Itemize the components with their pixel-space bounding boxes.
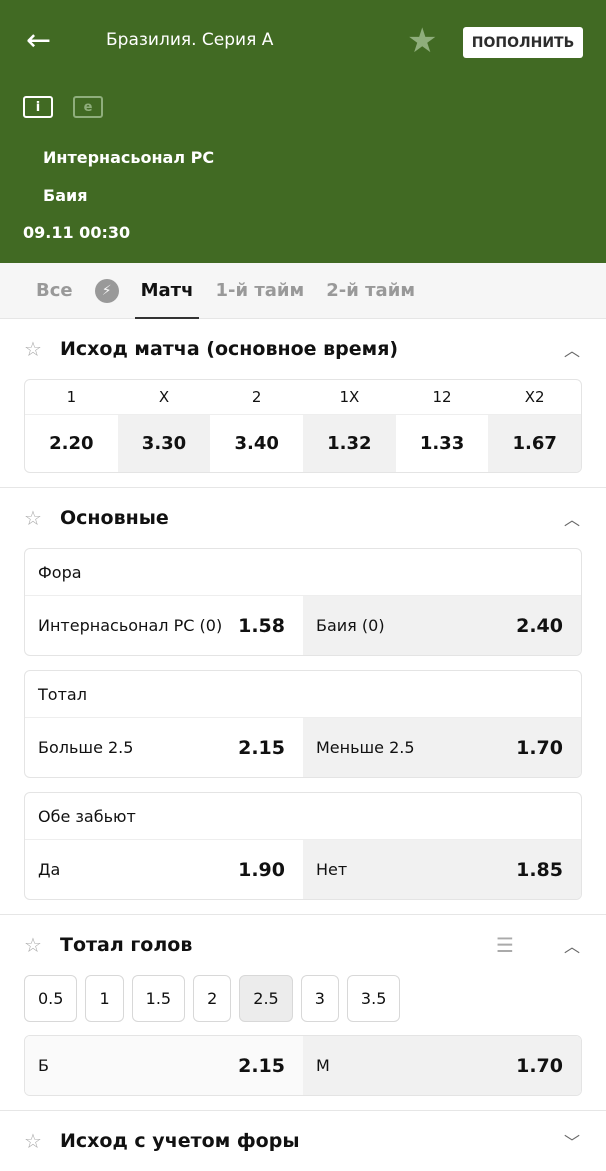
- market-card-handicap: Фора Интернасьонал РС (0) 1.58 Баия (0) 2.…: [24, 548, 582, 656]
- odd-value: 2.15: [238, 1054, 285, 1077]
- market-title: Тотал: [25, 671, 581, 718]
- line-chip[interactable]: 1: [85, 975, 124, 1022]
- tab-all[interactable]: Все: [36, 280, 73, 301]
- odd-label: Меньше 2.5: [316, 738, 415, 757]
- market-card-total: Тотал Больше 2.5 2.15 Меньше 2.5 1.70: [24, 670, 582, 778]
- odd-label: М: [316, 1056, 330, 1075]
- match-datetime: 09.11 00:30: [23, 223, 131, 242]
- chevron-up-icon[interactable]: ︿: [563, 510, 580, 529]
- total-line-selector: 0.5 1 1.5 2 2.5 3 3.5: [0, 975, 606, 1022]
- odd-label: Да: [38, 860, 61, 879]
- tab-first-half[interactable]: 1-й тайм: [215, 280, 305, 301]
- odd-button[interactable]: 3.40: [210, 414, 304, 472]
- odd-value: 1.70: [516, 1054, 563, 1077]
- league-title: Бразилия. Серия А: [106, 30, 274, 50]
- star-outline-icon[interactable]: ☆: [24, 337, 42, 361]
- divider: [0, 914, 606, 915]
- line-chip[interactable]: 0.5: [24, 975, 78, 1022]
- odd-button[interactable]: 1.32: [303, 414, 396, 472]
- odd-label: Б: [38, 1056, 49, 1075]
- market-card-both-score: Обе забьют Да 1.90 Нет 1.85: [24, 792, 582, 900]
- odd-value: 1.58: [238, 614, 285, 637]
- odd-button[interactable]: Б 2.15: [25, 1036, 303, 1095]
- odd-button[interactable]: М 1.70: [303, 1036, 581, 1095]
- outcome-table: 1 X 2 1X 12 X2 2.20 3.30 3.40 1.32 1.33 …: [24, 379, 582, 473]
- odd-button[interactable]: 1.33: [395, 414, 489, 472]
- line-chip[interactable]: 1.5: [131, 975, 186, 1022]
- outcome-header: 2: [251, 388, 262, 406]
- odd-button[interactable]: Нет 1.85: [303, 840, 581, 899]
- outcome-header: X2: [524, 388, 545, 406]
- line-chip[interactable]: 2: [193, 975, 232, 1022]
- outcome-header: 12: [432, 388, 452, 406]
- topup-button[interactable]: ПОПОЛНИТЬ: [463, 27, 583, 58]
- chevron-down-icon[interactable]: ﹀: [563, 1133, 580, 1152]
- favorite-star-icon[interactable]: ★: [407, 21, 438, 61]
- section-header-main[interactable]: ☆ Основные ︿: [0, 488, 606, 548]
- section-title: Исход с учетом форы: [60, 1130, 300, 1152]
- market-title: Обе забьют: [25, 793, 581, 840]
- back-arrow-icon[interactable]: ←: [26, 23, 52, 58]
- odd-button[interactable]: Интернасьонал РС (0) 1.58: [25, 596, 303, 655]
- chevron-up-icon[interactable]: ︿: [563, 341, 580, 360]
- outcome-header: 1: [66, 388, 77, 406]
- odd-button[interactable]: Баия (0) 2.40: [303, 596, 581, 655]
- odd-button[interactable]: Больше 2.5 2.15: [25, 718, 303, 777]
- list-icon[interactable]: ☰: [496, 933, 514, 957]
- lightning-icon: ⚡: [94, 278, 119, 303]
- odd-button[interactable]: 1.67: [488, 414, 581, 472]
- outcome-header: 1X: [339, 388, 360, 406]
- outcome-header: X: [158, 388, 170, 406]
- star-outline-icon[interactable]: ☆: [24, 506, 42, 530]
- info-icon[interactable]: i: [23, 96, 53, 118]
- line-chip-selected[interactable]: 2.5: [239, 975, 293, 1022]
- chevron-up-icon[interactable]: ︿: [563, 937, 580, 956]
- odd-button[interactable]: 3.30: [117, 414, 211, 472]
- total-goals-odds: Б 2.15 М 1.70: [24, 1035, 582, 1096]
- odd-value: 1.85: [516, 858, 563, 881]
- line-chip[interactable]: 3.5: [346, 975, 401, 1022]
- odd-button[interactable]: Меньше 2.5 1.70: [303, 718, 581, 777]
- tab-match[interactable]: Матч: [134, 263, 200, 319]
- tab-live[interactable]: ⚡: [94, 263, 119, 319]
- section-title: Исход матча (основное время): [60, 338, 399, 360]
- market-tabs: Все ⚡ Матч 1-й тайм 2-й тайм: [0, 263, 606, 319]
- section-header-total-goals[interactable]: ☆ Тотал голов ☰ ︿: [0, 915, 606, 975]
- odd-label: Больше 2.5: [38, 738, 134, 757]
- odd-value: 2.40: [516, 614, 563, 637]
- match-header: ← Бразилия. Серия А ★ ПОПОЛНИТЬ i e Инте…: [0, 0, 606, 263]
- market-title: Фора: [25, 549, 581, 596]
- odd-button[interactable]: 2.20: [25, 414, 118, 472]
- divider: [0, 1110, 606, 1111]
- odd-label: Интернасьонал РС (0): [38, 616, 223, 635]
- star-outline-icon[interactable]: ☆: [24, 1129, 42, 1153]
- divider: [0, 487, 606, 488]
- odd-label: Нет: [316, 860, 348, 879]
- e-icon[interactable]: e: [73, 96, 103, 118]
- star-outline-icon[interactable]: ☆: [24, 933, 42, 957]
- section-title: Тотал голов: [60, 934, 193, 956]
- tab-second-half[interactable]: 2-й тайм: [326, 280, 416, 301]
- section-header-handicap[interactable]: ☆ Исход с учетом форы ﹀: [0, 1111, 606, 1171]
- team-away: Баия: [43, 186, 88, 205]
- section-title: Основные: [60, 507, 169, 529]
- line-chip[interactable]: 3: [300, 975, 339, 1022]
- odd-value: 1.90: [238, 858, 285, 881]
- odd-button[interactable]: Да 1.90: [25, 840, 303, 899]
- odd-label: Баия (0): [316, 616, 385, 635]
- odd-value: 1.70: [516, 736, 563, 759]
- section-header-outcome[interactable]: ☆ Исход матча (основное время) ︿: [0, 319, 606, 379]
- odd-value: 2.15: [238, 736, 285, 759]
- team-home: Интернасьонал РС: [43, 148, 215, 167]
